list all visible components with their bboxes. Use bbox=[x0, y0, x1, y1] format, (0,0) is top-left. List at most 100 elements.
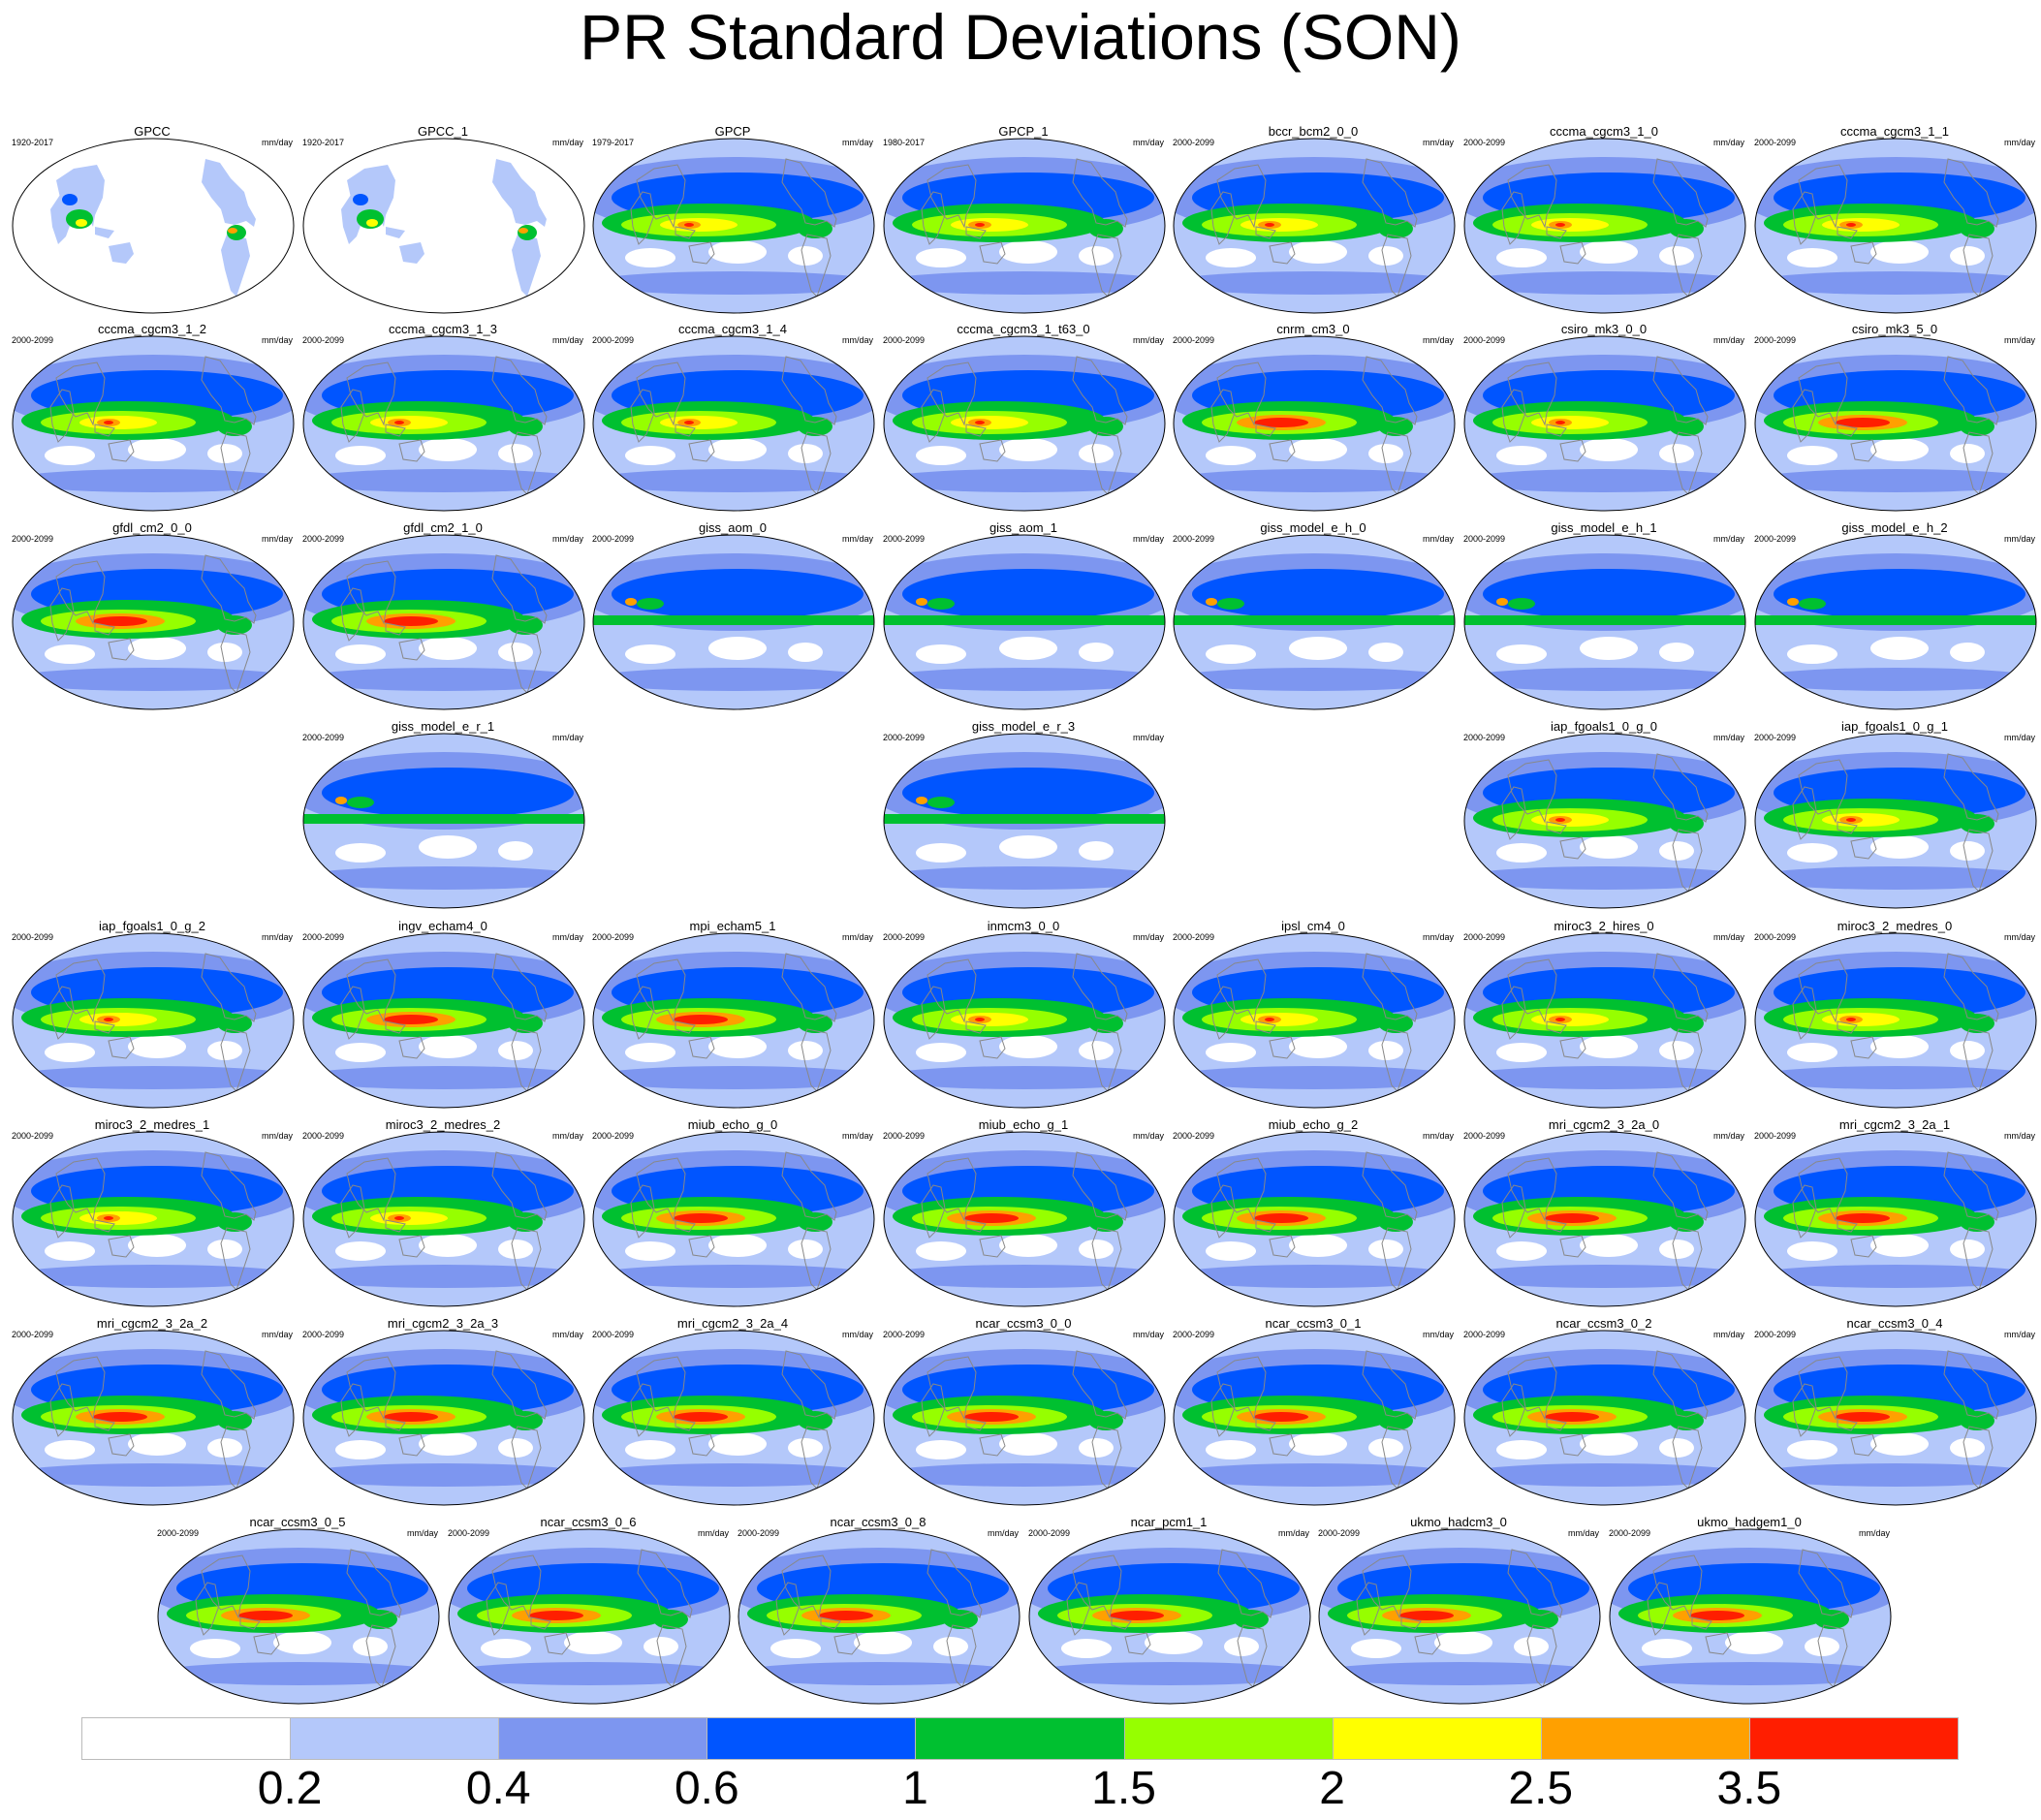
map-panel: cccma_cgcm3_1_4 2000-2099 mm/day bbox=[588, 322, 877, 512]
panel-title: ukmo_hadcm3_0 bbox=[1410, 1515, 1507, 1529]
panel-years: 2000-2099 bbox=[1754, 335, 1797, 345]
panel-units: mm/day bbox=[2003, 534, 2035, 544]
map-panel: ncar_ccsm3_0_5 2000-2099 mm/day bbox=[153, 1515, 442, 1705]
panel-title: giss_model_e_h_0 bbox=[1260, 520, 1366, 535]
precip-map bbox=[883, 733, 1166, 909]
colorbar-box bbox=[915, 1717, 1125, 1760]
panel-units: mm/day bbox=[261, 932, 293, 942]
map-panel: GPCP 1979-2017 mm/day bbox=[588, 124, 877, 314]
panel-units: mm/day bbox=[841, 138, 873, 147]
precip-map bbox=[592, 932, 875, 1109]
panel-years: 2000-2099 bbox=[12, 1330, 54, 1339]
panel-title: iap_fgoals1_0_g_1 bbox=[1841, 719, 1948, 734]
precip-map bbox=[1463, 335, 1746, 512]
panel-units: mm/day bbox=[551, 534, 583, 544]
panel-title: iap_fgoals1_0_g_0 bbox=[1551, 719, 1657, 734]
panel-units: mm/day bbox=[1712, 1131, 1744, 1141]
map-panel: csiro_mk3_0_0 2000-2099 mm/day bbox=[1460, 322, 1748, 512]
panel-units: mm/day bbox=[551, 1330, 583, 1339]
colorbar-box bbox=[706, 1717, 917, 1760]
precip-map bbox=[1754, 733, 2037, 909]
map-panel: miub_echo_g_0 2000-2099 mm/day bbox=[588, 1117, 877, 1307]
precip-map bbox=[883, 335, 1166, 512]
map-panel: giss_aom_0 2000-2099 mm/day bbox=[588, 520, 877, 710]
panel-title: inmcm3_0_0 bbox=[987, 919, 1060, 933]
map-panel: giss_model_e_h_1 2000-2099 mm/day bbox=[1460, 520, 1748, 710]
panel-units: mm/day bbox=[551, 335, 583, 345]
colorbar-label: 0.4 bbox=[465, 1763, 531, 1814]
colorbar-box bbox=[81, 1717, 292, 1760]
panel-units: mm/day bbox=[2003, 138, 2035, 147]
precip-map bbox=[1609, 1528, 1892, 1705]
map-panel: ncar_ccsm3_0_6 2000-2099 mm/day bbox=[444, 1515, 733, 1705]
precip-map bbox=[1463, 1330, 1746, 1506]
panel-title: giss_model_e_r_3 bbox=[971, 719, 1076, 734]
panel-units: mm/day bbox=[551, 138, 583, 147]
map-panel: ukmo_hadcm3_0 2000-2099 mm/day bbox=[1314, 1515, 1603, 1705]
map-panel: mri_cgcm2_3_2a_1 2000-2099 mm/day bbox=[1750, 1117, 2039, 1307]
precip-map bbox=[1754, 534, 2037, 710]
panel-units: mm/day bbox=[1132, 733, 1164, 742]
panel-title: ncar_pcm1_1 bbox=[1130, 1515, 1208, 1529]
panel-title: csiro_mk3_5_0 bbox=[1851, 322, 1938, 336]
panel-years: 2000-2099 bbox=[1173, 932, 1215, 942]
panel-title: mpi_echam5_1 bbox=[689, 919, 776, 933]
precip-map bbox=[12, 138, 295, 314]
panel-units: mm/day bbox=[1422, 335, 1454, 345]
map-panel: mri_cgcm2_3_2a_0 2000-2099 mm/day bbox=[1460, 1117, 1748, 1307]
map-panel: giss_model_e_r_3 2000-2099 mm/day bbox=[879, 719, 1168, 909]
panel-title: csiro_mk3_0_0 bbox=[1560, 322, 1648, 336]
precip-map bbox=[1173, 534, 1456, 710]
panel-title: mri_cgcm2_3_2a_0 bbox=[1548, 1117, 1660, 1132]
map-panel: GPCC 1920-2017 mm/day bbox=[8, 124, 297, 314]
precip-map bbox=[302, 1131, 585, 1307]
panel-years: 2000-2099 bbox=[157, 1528, 200, 1538]
panel-title: giss_aom_0 bbox=[698, 520, 768, 535]
panel-years: 2000-2099 bbox=[1754, 932, 1797, 942]
panel-title: ncar_ccsm3_0_0 bbox=[975, 1316, 1072, 1331]
colorbar-label: 2.5 bbox=[1508, 1763, 1574, 1814]
colorbar-box bbox=[1748, 1717, 1959, 1760]
panel-years: 2000-2099 bbox=[12, 534, 54, 544]
colorbar bbox=[81, 1717, 1959, 1760]
panel-units: mm/day bbox=[1422, 534, 1454, 544]
map-panel: giss_model_e_h_0 2000-2099 mm/day bbox=[1169, 520, 1458, 710]
panel-units: mm/day bbox=[1422, 1330, 1454, 1339]
panel-title: ncar_ccsm3_0_8 bbox=[830, 1515, 926, 1529]
map-panel: cccma_cgcm3_1_0 2000-2099 mm/day bbox=[1460, 124, 1748, 314]
panel-units: mm/day bbox=[1132, 534, 1164, 544]
panel-title: ncar_ccsm3_0_1 bbox=[1265, 1316, 1362, 1331]
panel-years: 2000-2099 bbox=[1754, 733, 1797, 742]
precip-map bbox=[1754, 138, 2037, 314]
precip-map bbox=[1754, 1330, 2037, 1506]
map-panel: ncar_ccsm3_0_0 2000-2099 mm/day bbox=[879, 1316, 1168, 1506]
panel-years: 2000-2099 bbox=[592, 1131, 635, 1141]
panel-title: bccr_bcm2_0_0 bbox=[1268, 124, 1359, 139]
colorbar-box bbox=[1332, 1717, 1542, 1760]
map-panel: iap_fgoals1_0_g_0 2000-2099 mm/day bbox=[1460, 719, 1748, 909]
panel-units: mm/day bbox=[697, 1528, 729, 1538]
precip-map bbox=[1754, 1131, 2037, 1307]
panel-years: 2000-2099 bbox=[12, 335, 54, 345]
panel-title: cccma_cgcm3_1_4 bbox=[678, 322, 787, 336]
colorbar-label: 3.5 bbox=[1716, 1763, 1782, 1814]
colorbar-label: 2 bbox=[1319, 1763, 1346, 1814]
panel-years: 1980-2017 bbox=[883, 138, 926, 147]
panel-units: mm/day bbox=[1712, 733, 1744, 742]
panel-title: mri_cgcm2_3_2a_4 bbox=[676, 1316, 789, 1331]
panel-title: miub_echo_g_1 bbox=[978, 1117, 1069, 1132]
panel-title: giss_aom_1 bbox=[989, 520, 1058, 535]
precip-map bbox=[1463, 733, 1746, 909]
panel-title: gfdl_cm2_0_0 bbox=[112, 520, 192, 535]
precip-map bbox=[883, 1131, 1166, 1307]
map-panel: ncar_ccsm3_0_2 2000-2099 mm/day bbox=[1460, 1316, 1748, 1506]
panel-years: 2000-2099 bbox=[1754, 1330, 1797, 1339]
panel-years: 2000-2099 bbox=[1173, 138, 1215, 147]
panel-years: 2000-2099 bbox=[883, 733, 926, 742]
precip-map bbox=[592, 534, 875, 710]
precip-map bbox=[1173, 335, 1456, 512]
panel-years: 2000-2099 bbox=[302, 733, 345, 742]
map-panel: cccma_cgcm3_1_1 2000-2099 mm/day bbox=[1750, 124, 2039, 314]
map-panel: ncar_ccsm3_0_1 2000-2099 mm/day bbox=[1169, 1316, 1458, 1506]
map-panel: mri_cgcm2_3_2a_4 2000-2099 mm/day bbox=[588, 1316, 877, 1506]
